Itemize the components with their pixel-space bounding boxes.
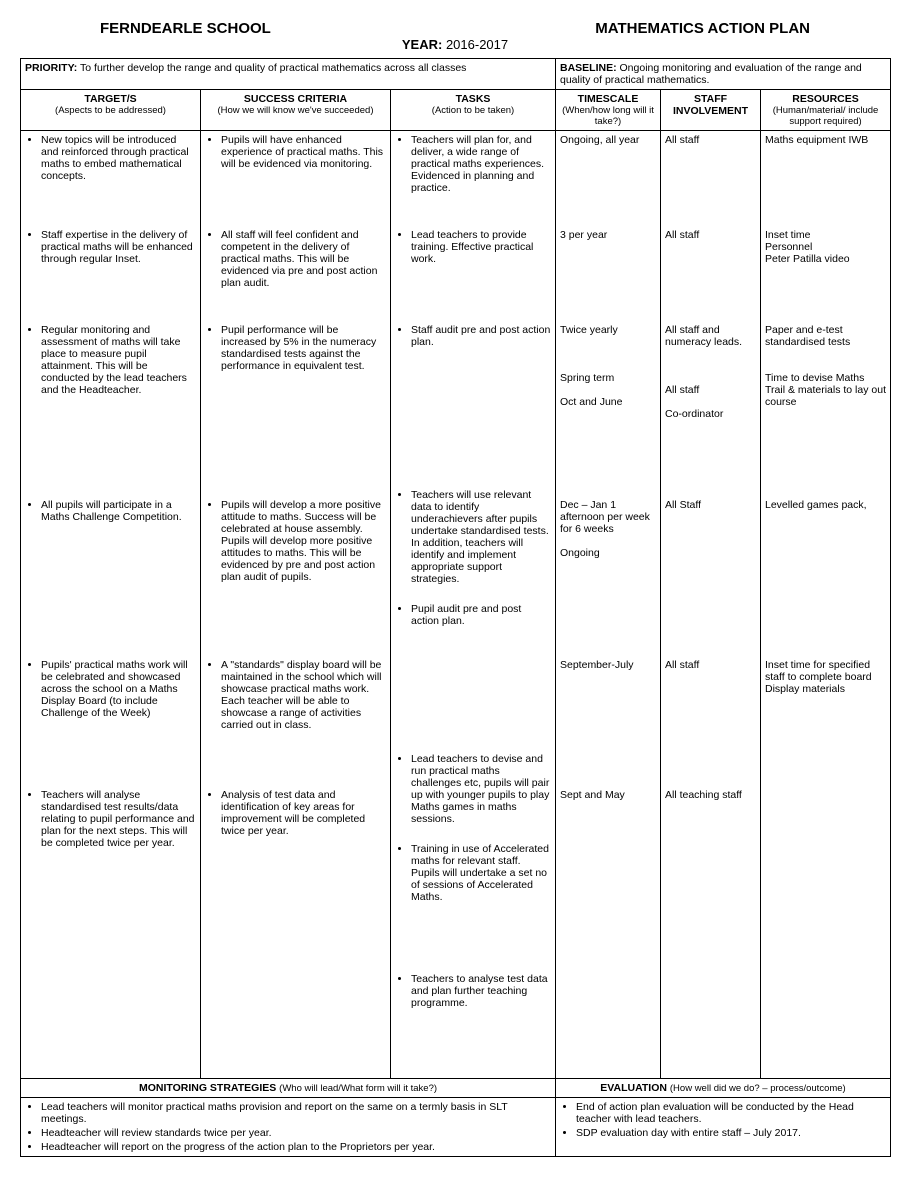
stack-item: September-July (560, 659, 656, 771)
col-timescale-title: TIMESCALE (560, 93, 656, 105)
list-item: Lead teachers to provide training. Effec… (411, 229, 551, 306)
col-success-sub: (How we will know we've succeeded) (205, 105, 386, 116)
monitoring-items: Lead teachers will monitor practical mat… (25, 1101, 551, 1153)
stack-item: Dec – Jan 1 afternoon per week for 6 wee… (560, 499, 656, 641)
list-item: Lead teachers to devise and run practica… (411, 753, 551, 825)
evaluation-title: EVALUATION (600, 1082, 667, 1094)
stack-item: Inset time for specified staff to comple… (765, 659, 886, 771)
monitoring-cell: Lead teachers will monitor practical mat… (21, 1098, 556, 1157)
col-targets-sub: (Aspects to be addressed) (25, 105, 196, 116)
school-name: FERNDEARLE SCHOOL (100, 20, 271, 37)
list-item: Pupils' practical maths work will be cel… (41, 659, 196, 771)
list-item: Pupils will develop a more positive atti… (221, 499, 386, 641)
monitoring-title: MONITORING STRATEGIES (139, 1082, 276, 1094)
list-item: Staff audit pre and post action plan. (411, 324, 551, 481)
success-list: Pupils will have enhanced experience of … (205, 134, 386, 891)
targets-list: New topics will be introduced and reinfo… (25, 134, 196, 891)
stack-item (765, 789, 886, 891)
list-item: Regular monitoring and assessment of mat… (41, 324, 196, 481)
plan-title: MATHEMATICS ACTION PLAN (595, 20, 810, 37)
staff-cell: All staff All staff All staff and numeracy… (661, 131, 761, 1079)
col-resources-sub: (Human/material/ include support require… (765, 105, 886, 127)
targets-cell: New topics will be introduced and reinfo… (21, 131, 201, 1079)
list-item: Pupil audit pre and post action plan. (411, 603, 551, 745)
col-tasks-sub: (Action to be taken) (395, 105, 551, 116)
stack-item: All staff (665, 229, 756, 306)
evaluation-items: End of action plan evaluation will be co… (560, 1101, 886, 1139)
stack-item: Paper and e-test standardised tests Time… (765, 324, 886, 481)
action-plan-table: PRIORITY: To further develop the range a… (20, 58, 891, 1157)
staff-list: All staff All staff All staff and numeracy… (665, 134, 756, 891)
list-item: Headteacher will review standards twice … (41, 1127, 551, 1139)
col-targets: TARGET/S (Aspects to be addressed) (21, 90, 201, 131)
evaluation-header: EVALUATION (How well did we do? – proces… (556, 1079, 891, 1098)
tasks-list: Teachers will plan for, and deliver, a w… (395, 134, 551, 1075)
list-item: Staff expertise in the delivery of pract… (41, 229, 196, 306)
col-success-title: SUCCESS CRITERIA (205, 93, 386, 105)
stack-item: Twice yearly Spring term Oct and June (560, 324, 656, 481)
list-item: Teachers to analyse test data and plan f… (411, 973, 551, 1075)
col-tasks: TASKS (Action to be taken) (391, 90, 556, 131)
tasks-cell: Teachers will plan for, and deliver, a w… (391, 131, 556, 1079)
list-item: Teachers will plan for, and deliver, a w… (411, 134, 551, 211)
resources-cell: Maths equipment IWB Inset time Personnel … (761, 131, 891, 1079)
stack-item: Inset time Personnel Peter Patilla video (765, 229, 886, 306)
list-item: Pupil performance will be increased by 5… (221, 324, 386, 481)
resources-list: Maths equipment IWB Inset time Personnel … (765, 134, 886, 891)
list-item: Headteacher will report on the progress … (41, 1141, 551, 1153)
list-item: All pupils will participate in a Maths C… (41, 499, 196, 641)
col-timescale-sub: (When/how long will it take?) (560, 105, 656, 127)
list-item: SDP evaluation day with entire staff – J… (576, 1127, 886, 1139)
document-header: FERNDEARLE SCHOOL MATHEMATICS ACTION PLA… (20, 20, 890, 52)
list-item: Analysis of test data and identification… (221, 789, 386, 891)
stack-item: Levelled games pack, (765, 499, 886, 641)
priority-label: PRIORITY: (25, 62, 77, 74)
evaluation-cell: End of action plan evaluation will be co… (556, 1098, 891, 1157)
list-item: Teachers will analyse standardised test … (41, 789, 196, 891)
col-targets-title: TARGET/S (25, 93, 196, 105)
baseline-cell: BASELINE: Ongoing monitoring and evaluat… (556, 59, 891, 90)
timescale-cell: Ongoing, all year 3 per year Twice yearly … (556, 131, 661, 1079)
stack-item: All staff (665, 134, 756, 211)
list-item: All staff will feel confident and compet… (221, 229, 386, 306)
year-label: YEAR: (402, 37, 442, 52)
stack-item: All staff and numeracy leads. All staff … (665, 324, 756, 481)
list-item: Lead teachers will monitor practical mat… (41, 1101, 551, 1125)
col-success: SUCCESS CRITERIA (How we will know we've… (201, 90, 391, 131)
monitoring-sub: (Who will lead/What form will it take?) (279, 1083, 437, 1094)
stack-item: 3 per year (560, 229, 656, 306)
monitoring-header: MONITORING STRATEGIES (Who will lead/Wha… (21, 1079, 556, 1098)
stack-item: All staff (665, 659, 756, 771)
year-value: 2016-2017 (446, 37, 508, 52)
stack-item: Sept and May (560, 789, 656, 891)
stack-item: Ongoing, all year (560, 134, 656, 211)
priority-text: To further develop the range and quality… (80, 62, 466, 74)
list-item: Pupils will have enhanced experience of … (221, 134, 386, 211)
col-staff: STAFF INVOLVEMENT (661, 90, 761, 131)
col-resources-title: RESOURCES (765, 93, 886, 105)
stack-item: All Staff (665, 499, 756, 641)
col-tasks-title: TASKS (395, 93, 551, 105)
baseline-label: BASELINE: (560, 62, 617, 74)
evaluation-sub: (How well did we do? – process/outcome) (670, 1083, 846, 1094)
priority-cell: PRIORITY: To further develop the range a… (21, 59, 556, 90)
list-item: Training in use of Accelerated maths for… (411, 843, 551, 955)
list-item: End of action plan evaluation will be co… (576, 1101, 886, 1125)
stack-item: Maths equipment IWB (765, 134, 886, 211)
action-plan-document: FERNDEARLE SCHOOL MATHEMATICS ACTION PLA… (20, 20, 890, 1157)
timescale-list: Ongoing, all year 3 per year Twice yearly … (560, 134, 656, 891)
col-timescale: TIMESCALE (When/how long will it take?) (556, 90, 661, 131)
col-resources: RESOURCES (Human/material/ include suppo… (761, 90, 891, 131)
stack-item: All teaching staff (665, 789, 756, 891)
list-item: Teachers will use relevant data to ident… (411, 489, 551, 585)
success-cell: Pupils will have enhanced experience of … (201, 131, 391, 1079)
list-item: New topics will be introduced and reinfo… (41, 134, 196, 211)
list-item: A "standards" display board will be main… (221, 659, 386, 771)
col-staff-title: STAFF INVOLVEMENT (665, 93, 756, 117)
